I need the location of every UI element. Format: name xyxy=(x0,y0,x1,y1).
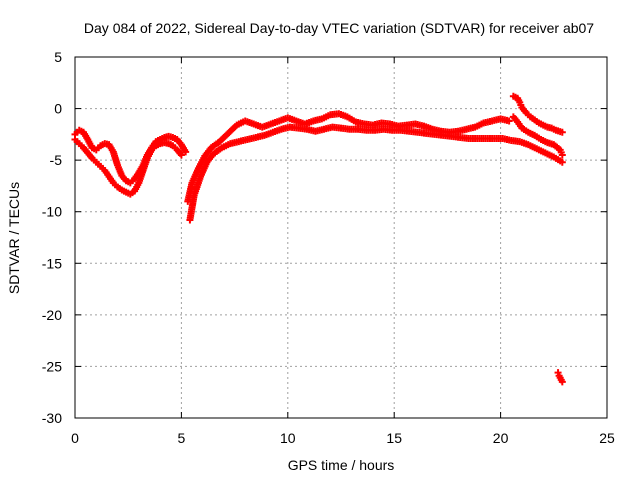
axis-ticks: 0 5 10 15 20 25 -30 -25 -20 -15 -10 -5 0 5 xyxy=(42,49,615,446)
x-tick-label: 25 xyxy=(599,430,615,446)
y-tick-label: 5 xyxy=(54,49,62,65)
chart-title: Day 084 of 2022, Sidereal Day-to-day VTE… xyxy=(84,20,594,36)
x-tick-label: 0 xyxy=(71,430,79,446)
x-tick-label: 10 xyxy=(280,430,296,446)
y-tick-label: -20 xyxy=(42,307,62,323)
data-point xyxy=(558,378,566,386)
y-tick-label: -10 xyxy=(42,204,62,220)
data-point xyxy=(177,151,185,159)
x-tick-label: 15 xyxy=(386,430,402,446)
y-axis-label: SDTVAR / TECUs xyxy=(6,182,22,294)
y-tick-label: -15 xyxy=(42,255,62,271)
data-point xyxy=(182,148,190,156)
y-tick-label: 0 xyxy=(54,101,62,117)
x-tick-label: 5 xyxy=(178,430,186,446)
y-tick-label: -30 xyxy=(42,410,62,426)
plot-frame xyxy=(74,56,608,419)
x-axis-label: GPS time / hours xyxy=(288,457,395,473)
data-point xyxy=(505,117,513,125)
data-point xyxy=(558,151,566,159)
data-points xyxy=(71,92,566,386)
x-tick-label: 20 xyxy=(493,430,509,446)
data-point xyxy=(558,158,566,166)
data-point xyxy=(558,128,566,136)
y-tick-label: -5 xyxy=(50,152,63,168)
y-tick-label: -25 xyxy=(42,358,62,374)
